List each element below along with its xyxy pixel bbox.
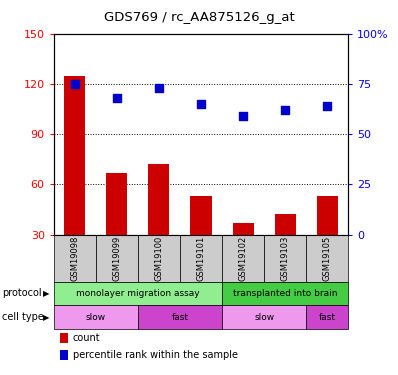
Bar — [275, 214, 296, 234]
Point — [198, 101, 204, 107]
Text: GSM19100: GSM19100 — [154, 236, 164, 280]
Bar — [306, 234, 348, 282]
Bar — [64, 76, 85, 234]
Bar — [138, 305, 222, 329]
Bar — [232, 223, 254, 234]
Bar — [264, 234, 306, 282]
Point — [72, 81, 78, 87]
Text: transplanted into brain: transplanted into brain — [233, 289, 338, 298]
Text: fast: fast — [172, 313, 188, 322]
Text: protocol: protocol — [2, 288, 42, 298]
Bar — [222, 305, 306, 329]
Text: slow: slow — [86, 313, 106, 322]
Bar — [222, 282, 348, 305]
Bar — [222, 234, 264, 282]
Bar — [138, 234, 180, 282]
Bar — [60, 350, 68, 360]
Text: GSM19099: GSM19099 — [112, 236, 121, 280]
Text: slow: slow — [254, 313, 274, 322]
Text: GSM19101: GSM19101 — [197, 236, 205, 280]
Text: GSM19098: GSM19098 — [70, 236, 79, 281]
Text: GDS769 / rc_AA875126_g_at: GDS769 / rc_AA875126_g_at — [103, 11, 295, 24]
Point — [282, 107, 288, 113]
Bar — [180, 234, 222, 282]
Text: count: count — [73, 333, 101, 343]
Bar — [54, 282, 222, 305]
Bar — [317, 196, 338, 234]
Bar — [54, 305, 138, 329]
Bar — [106, 172, 127, 234]
Text: GSM19103: GSM19103 — [281, 236, 290, 281]
Text: fast: fast — [319, 313, 336, 322]
Text: percentile rank within the sample: percentile rank within the sample — [73, 350, 238, 360]
Bar — [96, 234, 138, 282]
Text: GSM19105: GSM19105 — [323, 236, 332, 280]
Point — [324, 103, 330, 109]
Point — [240, 113, 246, 119]
Point — [114, 95, 120, 101]
Bar — [60, 333, 68, 343]
Point — [156, 85, 162, 91]
Bar — [54, 234, 96, 282]
Text: GSM19102: GSM19102 — [238, 236, 248, 280]
Text: ▶: ▶ — [43, 313, 50, 322]
Bar — [306, 305, 348, 329]
Bar — [191, 196, 211, 234]
Text: monolayer migration assay: monolayer migration assay — [76, 289, 200, 298]
Text: cell type: cell type — [2, 312, 44, 322]
Bar — [148, 164, 170, 234]
Text: ▶: ▶ — [43, 289, 50, 298]
